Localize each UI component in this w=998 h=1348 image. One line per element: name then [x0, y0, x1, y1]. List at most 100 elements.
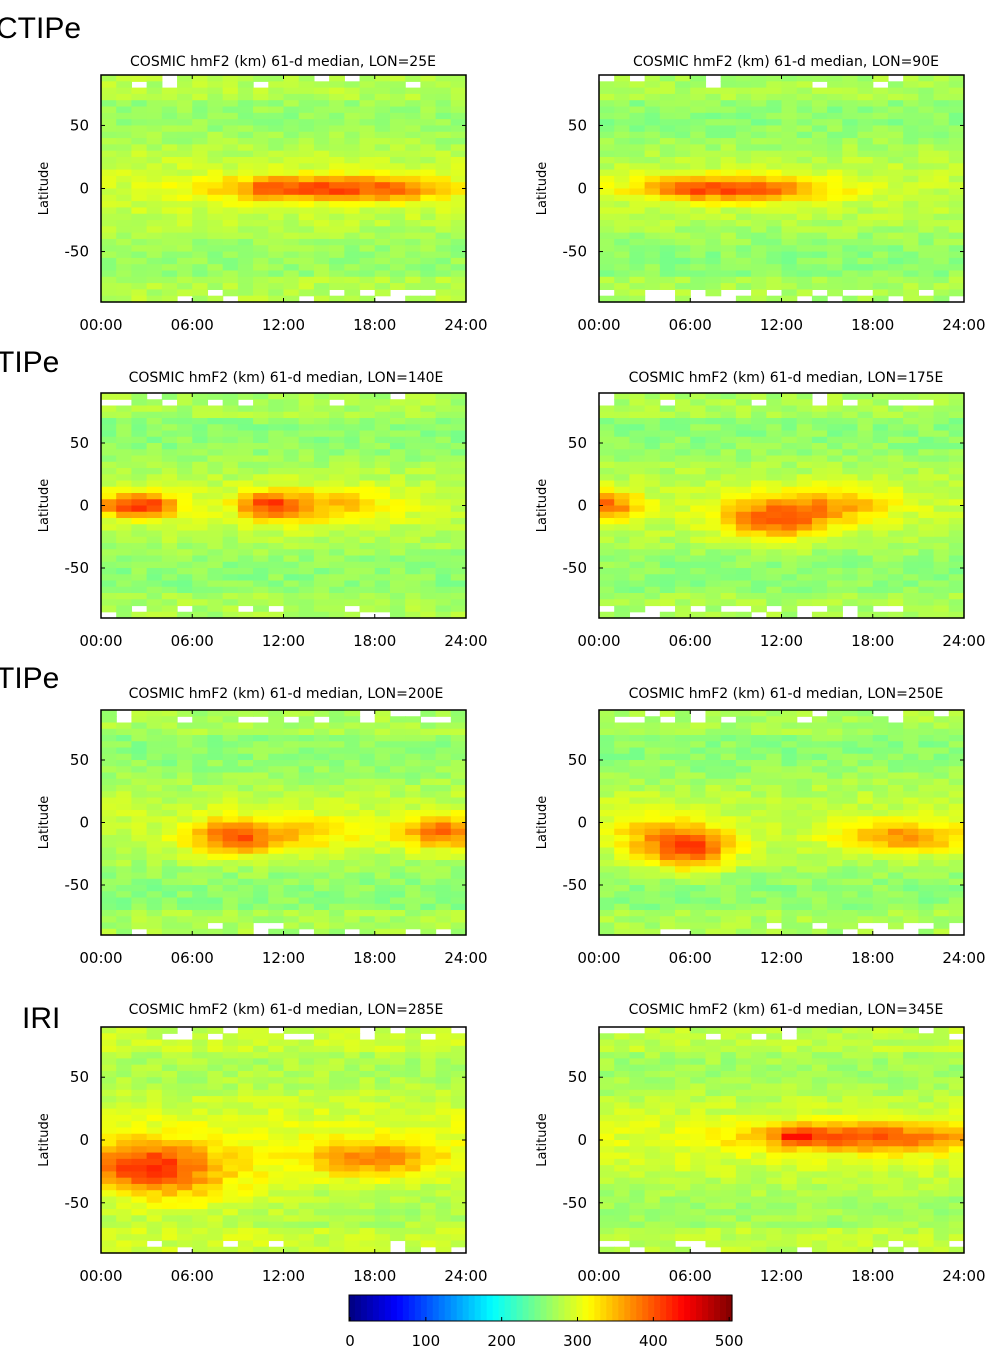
- heatmap-cell: [796, 816, 813, 824]
- heatmap-cell: [389, 810, 406, 817]
- heatmap-cell: [420, 536, 437, 544]
- heatmap-cell: [283, 443, 300, 450]
- heatmap-cell: [405, 916, 421, 924]
- heatmap-cell: [751, 568, 767, 575]
- heatmap-cell: [283, 81, 300, 89]
- heatmap-cell: [329, 605, 345, 613]
- heatmap-cell: [116, 418, 133, 425]
- heatmap-cell: [781, 722, 798, 730]
- heatmap-cell: [101, 511, 117, 519]
- heatmap-cell: [146, 493, 163, 500]
- heatmap-cell: [329, 841, 345, 849]
- heatmap-cell: [842, 524, 859, 532]
- heatmap-cell: [101, 741, 117, 749]
- heatmap-cell: [675, 144, 691, 152]
- heatmap-cell: [435, 270, 452, 278]
- heatmap-cell: [872, 411, 889, 419]
- heatmap-cell: [101, 213, 117, 221]
- heatmap-cell: [450, 611, 467, 619]
- heatmap-cell: [629, 245, 646, 253]
- heatmap-cell: [720, 226, 737, 234]
- heatmap-cell: [283, 93, 300, 101]
- heatmap-cell: [450, 175, 467, 183]
- heatmap-cell: [675, 599, 691, 607]
- heatmap-cell: [405, 188, 421, 196]
- heatmap-cell: [374, 549, 391, 557]
- heatmap-cell: [948, 188, 965, 196]
- heatmap-cell: [268, 903, 285, 911]
- heatmap-cell: [253, 443, 269, 450]
- heatmap-cell: [313, 549, 330, 557]
- heatmap-cell: [116, 549, 133, 557]
- heatmap-cell: [903, 580, 919, 588]
- heatmap-cell: [735, 860, 752, 867]
- heatmap-cell: [751, 847, 767, 855]
- heatmap-cell: [614, 257, 631, 265]
- heatmap-cell: [766, 461, 783, 469]
- heatmap-cell: [644, 561, 661, 569]
- heatmap-cell: [283, 593, 300, 600]
- heatmap-cell: [599, 791, 615, 799]
- heatmap-cell: [131, 289, 148, 297]
- heatmap-cell: [659, 125, 676, 133]
- heatmap-cell: [116, 822, 133, 830]
- heatmap-cell: [933, 106, 950, 114]
- heatmap-cell: [690, 735, 707, 742]
- heatmap-cell: [735, 100, 752, 108]
- heatmap-cell: [811, 220, 828, 227]
- heatmap-cell: [811, 418, 828, 425]
- heatmap-cell: [842, 897, 859, 905]
- heatmap-cell: [675, 405, 691, 413]
- heatmap-cell: [629, 847, 646, 855]
- heatmap-cell: [811, 722, 828, 730]
- heatmap-cell: [374, 238, 391, 246]
- heatmap-cell: [644, 885, 661, 892]
- heatmap-cell: [253, 785, 269, 792]
- heatmap-cell: [629, 518, 646, 525]
- heatmap-cell: [933, 493, 950, 500]
- heatmap-cell: [705, 828, 722, 836]
- heatmap-cell: [329, 468, 345, 475]
- heatmap-cell: [857, 138, 874, 145]
- heatmap-cell: [614, 536, 631, 544]
- heatmap-cell: [690, 112, 707, 120]
- heatmap-cell: [599, 449, 615, 457]
- heatmap-cell: [116, 778, 133, 786]
- heatmap-cell: [116, 891, 133, 899]
- heatmap-cell: [344, 568, 361, 575]
- heatmap-cell: [359, 543, 376, 550]
- heatmap-cell: [329, 283, 345, 290]
- heatmap-cell: [222, 87, 239, 95]
- heatmap-cell: [313, 530, 330, 538]
- heatmap-cell: [720, 885, 737, 892]
- heatmap-cell: [207, 201, 224, 209]
- heatmap-cell: [161, 424, 178, 432]
- heatmap-cell: [329, 847, 345, 855]
- heatmap-cell: [161, 593, 178, 600]
- panel-3: COSMIC hmF2 (km) 61-d median, LON=140E00…: [37, 370, 488, 650]
- heatmap-cell: [101, 524, 117, 532]
- heatmap-cell: [283, 872, 300, 880]
- heatmap-cell: [298, 816, 315, 824]
- heatmap-cell: [237, 536, 254, 544]
- heatmap-cell: [177, 505, 193, 513]
- heatmap-cell: [675, 574, 691, 582]
- heatmap-cell: [405, 530, 421, 538]
- heatmap-cell: [842, 93, 859, 101]
- heatmap-cell: [690, 455, 707, 463]
- heatmap-cell: [177, 897, 193, 905]
- heatmap-cell: [659, 188, 676, 196]
- heatmap-cell: [705, 580, 722, 588]
- heatmap-cell: [690, 499, 707, 507]
- heatmap-cell: [614, 822, 631, 830]
- heatmap-cell: [450, 188, 467, 196]
- heatmap-cell: [690, 530, 707, 538]
- heatmap-cell: [192, 872, 209, 880]
- heatmap-cell: [298, 289, 315, 297]
- heatmap-cell: [450, 910, 467, 917]
- heatmap-cell: [629, 169, 646, 177]
- heatmap-cell: [268, 119, 285, 127]
- heatmap-cell: [253, 418, 269, 425]
- heatmap-cell: [629, 150, 646, 158]
- heatmap-cell: [842, 580, 859, 588]
